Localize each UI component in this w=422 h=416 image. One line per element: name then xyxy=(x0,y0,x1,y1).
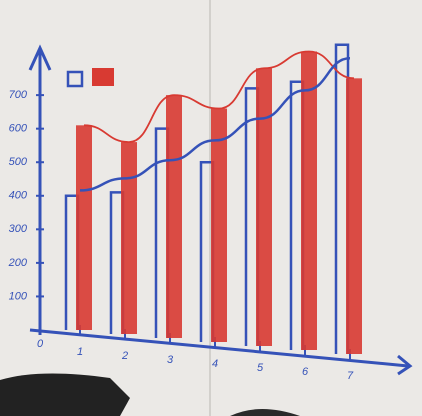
y-tick-label: 200 xyxy=(8,257,28,269)
bar xyxy=(256,68,272,347)
y-tick-label: 100 xyxy=(9,290,28,302)
y-tick-label: 700 xyxy=(9,89,28,101)
bar xyxy=(166,95,182,338)
legend-marker xyxy=(66,70,84,88)
bar xyxy=(301,51,317,350)
origin-label: 0 xyxy=(37,338,44,350)
bar xyxy=(346,78,362,354)
x-tick-label: 5 xyxy=(257,362,264,374)
y-tick-label: 400 xyxy=(9,190,28,202)
x-axis-arrow xyxy=(397,354,413,376)
y-tick-label: 600 xyxy=(9,123,28,135)
x-axis xyxy=(29,328,409,368)
line xyxy=(83,50,355,143)
y-tick-label: 300 xyxy=(9,223,28,235)
chair-shadow xyxy=(230,409,300,416)
chair-shadow xyxy=(0,373,130,416)
x-tick-label: 6 xyxy=(302,366,309,378)
x-tick-label: 3 xyxy=(167,354,174,366)
x-tick-label: 2 xyxy=(121,350,128,362)
legend-marker xyxy=(92,68,114,86)
x-tick-label: 7 xyxy=(347,370,354,382)
x-tick-label: 1 xyxy=(77,346,83,358)
bar xyxy=(76,125,92,330)
bar xyxy=(121,142,137,334)
line xyxy=(79,56,351,192)
bar xyxy=(211,108,227,343)
x-tick-label: 4 xyxy=(212,358,218,370)
y-axis-arrow xyxy=(28,44,52,71)
y-tick-label: 500 xyxy=(9,156,28,168)
